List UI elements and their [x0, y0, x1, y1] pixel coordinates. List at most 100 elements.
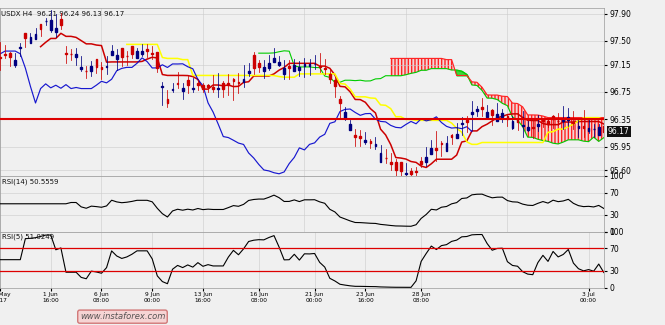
Bar [202, 85, 204, 89]
Bar [496, 114, 498, 121]
Bar [100, 67, 102, 69]
Bar [370, 141, 371, 143]
Bar [162, 86, 164, 87]
Bar [80, 67, 82, 69]
Bar [152, 53, 153, 54]
Bar [395, 162, 396, 170]
Bar [65, 53, 67, 55]
Bar [141, 51, 143, 54]
Bar [289, 66, 290, 68]
Bar [329, 74, 331, 80]
Bar [253, 55, 255, 68]
Bar [563, 120, 564, 121]
Bar [517, 120, 519, 122]
Bar [293, 65, 295, 71]
Bar [40, 24, 41, 29]
Bar [60, 19, 62, 25]
Bar [486, 112, 488, 117]
Bar [501, 113, 503, 117]
Bar [9, 53, 11, 57]
Bar [400, 162, 402, 171]
Bar [466, 120, 467, 122]
Bar [349, 124, 351, 130]
Bar [187, 80, 189, 85]
Bar [106, 66, 108, 67]
Text: 96.17: 96.17 [608, 127, 630, 136]
Bar [248, 71, 249, 73]
Bar [410, 171, 412, 174]
Bar [426, 157, 427, 162]
Bar [278, 62, 280, 65]
Bar [532, 127, 534, 128]
Bar [491, 110, 493, 115]
Text: RSI(14) 50.5559: RSI(14) 50.5559 [2, 178, 59, 185]
Bar [166, 99, 168, 103]
Text: USDX H4  96.21 96.24 96.13 96.17: USDX H4 96.21 96.24 96.13 96.17 [1, 11, 124, 17]
Bar [537, 124, 539, 126]
Bar [415, 171, 417, 172]
Bar [446, 143, 448, 151]
Bar [573, 122, 575, 123]
Bar [29, 37, 31, 44]
Bar [603, 126, 604, 132]
Bar [364, 140, 366, 142]
Bar [476, 110, 478, 111]
Bar [507, 116, 508, 119]
Bar [50, 20, 52, 31]
Bar [547, 122, 549, 124]
Bar [344, 112, 346, 118]
Bar [15, 60, 16, 65]
Text: www.instaforex.com: www.instaforex.com [80, 312, 165, 321]
Bar [0, 57, 1, 58]
Bar [471, 111, 473, 114]
Bar [354, 135, 356, 136]
Bar [19, 47, 21, 48]
Bar [243, 79, 245, 82]
Bar [542, 120, 544, 122]
Bar [96, 58, 97, 67]
Bar [192, 88, 194, 89]
Bar [25, 33, 26, 38]
Bar [527, 127, 529, 130]
Bar [299, 68, 301, 71]
Bar [481, 107, 483, 109]
Bar [172, 89, 174, 90]
Text: RSI(5) 51.0249: RSI(5) 51.0249 [2, 234, 54, 240]
Bar [222, 83, 224, 89]
Bar [197, 83, 199, 84]
Bar [567, 117, 569, 120]
Bar [303, 64, 305, 66]
Bar [4, 54, 6, 55]
Bar [334, 81, 336, 86]
Bar [90, 66, 92, 72]
Bar [233, 79, 234, 81]
Bar [182, 88, 184, 91]
Bar [35, 34, 37, 39]
Bar [552, 116, 554, 119]
Bar [440, 143, 442, 144]
Bar [121, 48, 122, 57]
Bar [268, 63, 270, 68]
Bar [420, 161, 422, 163]
Bar [70, 54, 72, 55]
Bar [309, 64, 311, 67]
Bar [436, 148, 438, 150]
Bar [146, 49, 148, 51]
Bar [456, 134, 458, 138]
Bar [324, 68, 326, 69]
Bar [111, 51, 112, 55]
Bar [430, 148, 432, 154]
Bar [263, 67, 265, 72]
Bar [588, 128, 589, 131]
Bar [511, 122, 513, 128]
Bar [374, 144, 376, 146]
Bar [207, 85, 209, 87]
Bar [380, 153, 382, 162]
Bar [405, 173, 407, 174]
Bar [55, 28, 57, 32]
Bar [177, 83, 178, 84]
Bar [136, 51, 138, 58]
Bar [583, 126, 585, 128]
Bar [283, 68, 285, 73]
Bar [156, 52, 158, 68]
